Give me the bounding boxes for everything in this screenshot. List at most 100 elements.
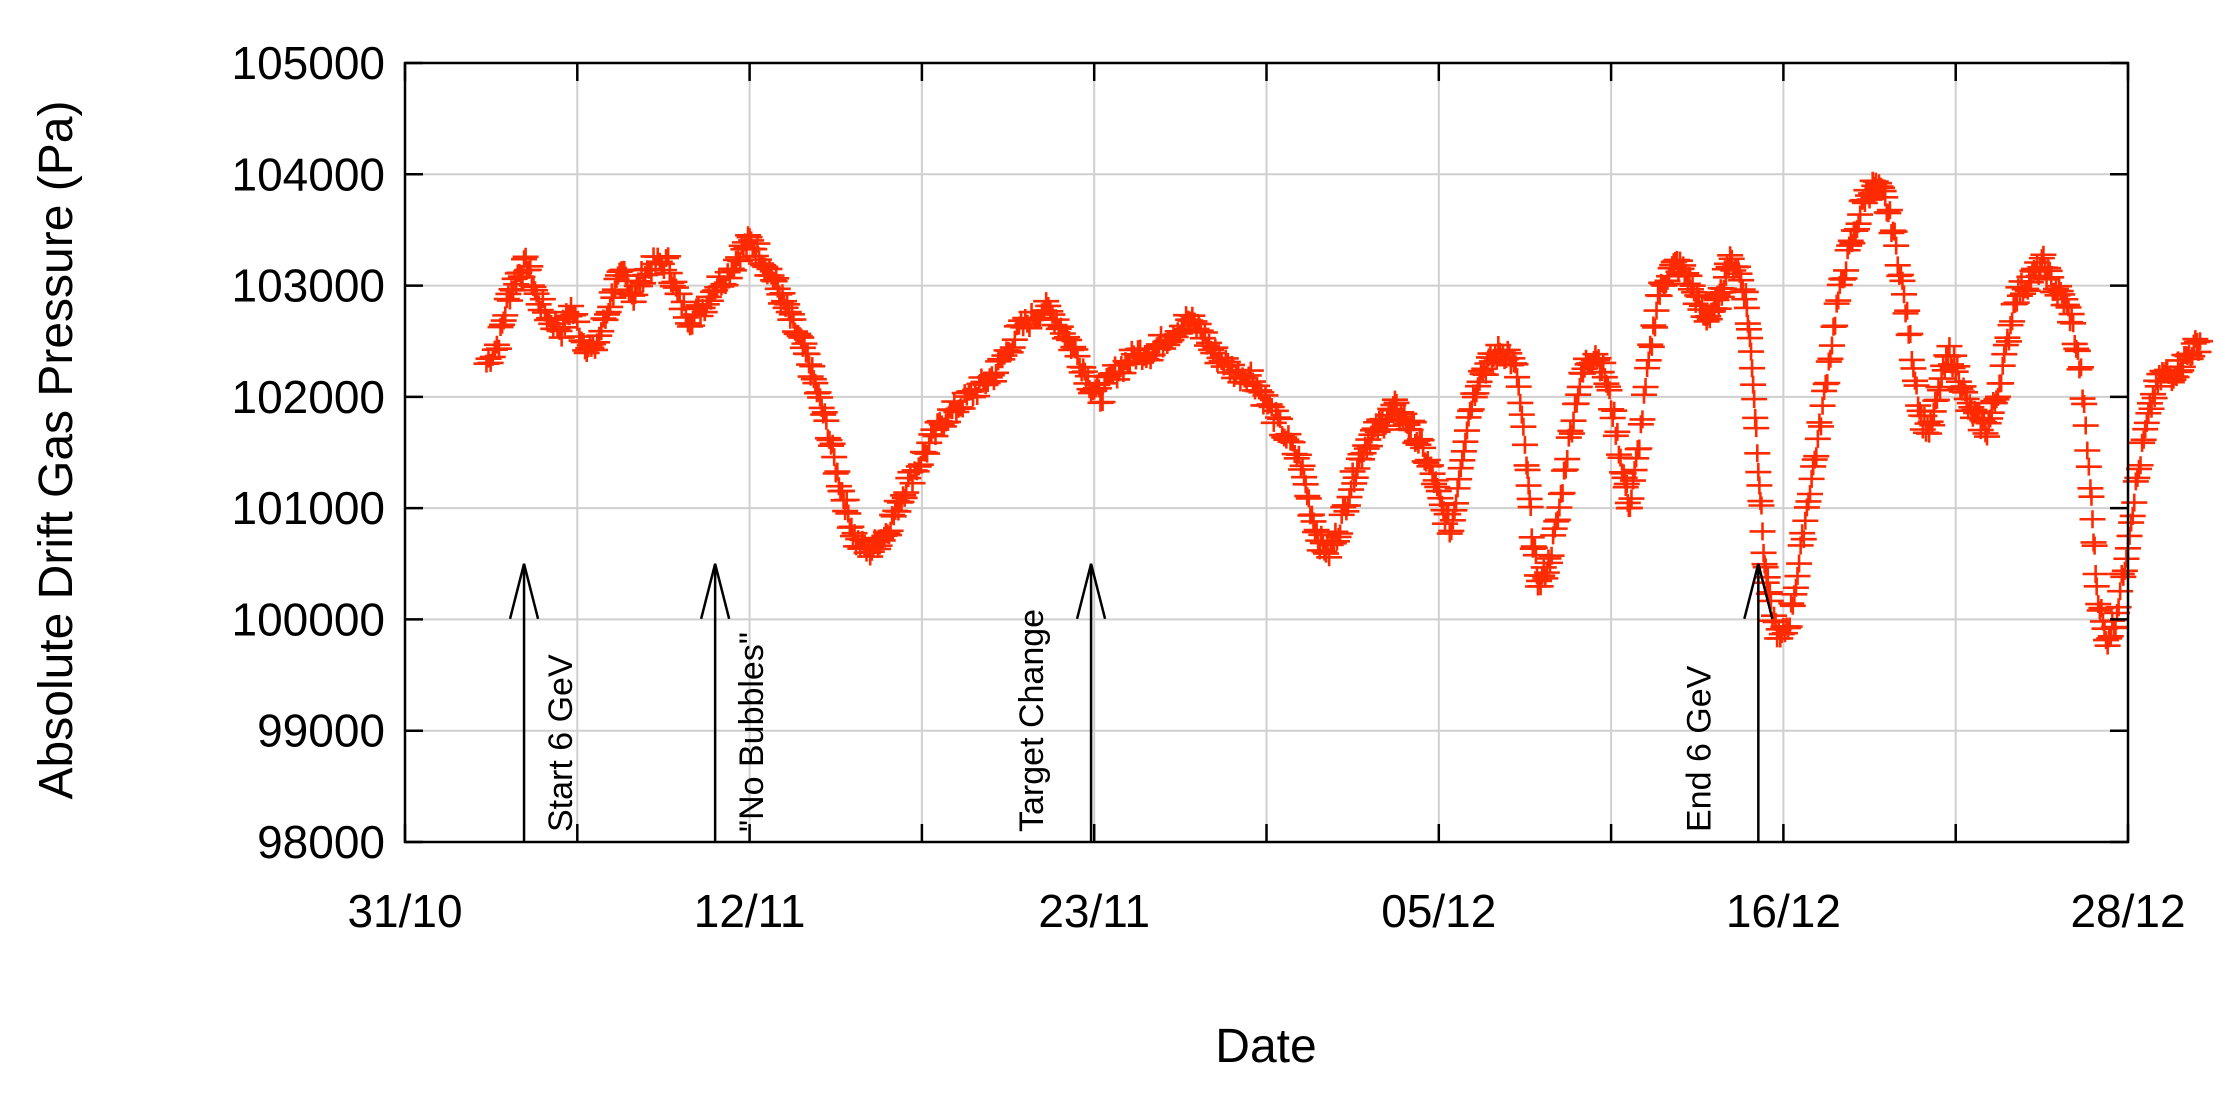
data-point — [1370, 420, 1397, 439]
x-tick-label: 16/12 — [1726, 885, 1841, 937]
data-point — [2125, 459, 2152, 478]
axis-ticks — [403, 61, 2130, 844]
data-point — [1775, 619, 1802, 638]
data-point — [1461, 388, 1488, 407]
data-point — [594, 305, 621, 324]
data-point — [1258, 397, 1285, 416]
data-point — [1353, 439, 1380, 458]
data-point — [1511, 435, 1538, 454]
data-point — [1438, 521, 1465, 540]
data-point — [914, 444, 941, 463]
data-point — [1865, 174, 1892, 193]
data-point — [1410, 438, 1437, 457]
data-point — [785, 324, 812, 343]
data-point — [1070, 358, 1097, 377]
data-point — [1925, 378, 1952, 397]
data-point — [1875, 204, 1902, 223]
data-point — [485, 339, 512, 358]
data-point — [805, 383, 832, 402]
data-point — [1815, 352, 1842, 371]
data-point — [2072, 416, 2099, 435]
data-point — [1995, 332, 2022, 351]
data-point — [582, 340, 609, 359]
data-point — [1275, 425, 1302, 444]
data-point — [799, 357, 826, 376]
data-point — [1681, 283, 1708, 302]
data-point — [1927, 381, 1954, 400]
data-point — [1784, 567, 1811, 586]
data-point — [1901, 371, 1928, 390]
data-point — [893, 483, 920, 502]
data-point — [1983, 390, 2010, 409]
data-point — [2081, 536, 2108, 555]
data-point — [1837, 231, 1864, 250]
data-point — [622, 285, 649, 304]
data-point — [1814, 374, 1841, 393]
data-point — [1557, 421, 1584, 440]
data-point — [1450, 442, 1477, 461]
data-point — [2111, 561, 2138, 580]
data-point — [1598, 400, 1625, 419]
data-point — [1801, 450, 1828, 469]
data-point — [512, 247, 539, 266]
data-point — [1325, 527, 1352, 546]
data-point — [1652, 275, 1679, 294]
data-point — [763, 269, 790, 288]
data-point — [1961, 400, 1988, 419]
data-point — [2122, 472, 2149, 491]
data-point — [769, 284, 796, 303]
data-point — [1505, 377, 1532, 396]
data-point — [1822, 316, 1849, 335]
data-point — [597, 297, 624, 316]
data-point — [1089, 392, 1116, 411]
data-point — [1446, 470, 1473, 489]
data-point — [2138, 399, 2165, 418]
data-point — [833, 490, 860, 509]
data-point — [1289, 456, 1316, 475]
data-point — [1897, 324, 1924, 343]
data-point — [1685, 287, 1712, 306]
data-point — [1920, 402, 1947, 421]
data-point — [791, 334, 818, 353]
data-point — [1300, 512, 1327, 531]
data-point — [1504, 368, 1531, 387]
data-point — [1544, 510, 1571, 529]
data-point — [2135, 404, 2162, 423]
data-point — [818, 436, 845, 455]
data-point — [1449, 451, 1476, 470]
data-point — [1917, 412, 1944, 431]
data-point — [1328, 505, 1355, 524]
y-tick-label: 104000 — [232, 148, 386, 200]
y-tick-label: 101000 — [232, 482, 386, 534]
data-point — [1327, 524, 1354, 543]
data-point — [2180, 334, 2207, 353]
data-point — [1676, 266, 1703, 285]
data-point — [1202, 338, 1229, 357]
data-point — [2047, 282, 2074, 301]
data-point — [1839, 234, 1866, 253]
data-point — [1881, 222, 1908, 241]
data-point — [1408, 431, 1435, 450]
data-point — [1001, 330, 1028, 349]
data-point — [1558, 424, 1585, 443]
data-point — [1436, 524, 1463, 543]
data-point — [1514, 460, 1541, 479]
data-point — [2116, 526, 2143, 545]
y-tick-label: 98000 — [257, 816, 385, 868]
data-point — [807, 388, 834, 407]
data-point — [1613, 474, 1640, 493]
data-point — [949, 399, 976, 418]
data-point — [2071, 394, 2098, 413]
data-point — [1634, 359, 1661, 378]
data-point — [2113, 549, 2140, 568]
data-point — [2097, 627, 2124, 646]
data-point — [515, 260, 542, 279]
data-point — [1342, 468, 1369, 487]
data-point — [1786, 554, 1813, 573]
data-point — [2028, 249, 2055, 268]
data-point — [529, 290, 556, 309]
data-point — [1181, 312, 1208, 331]
data-point — [1616, 498, 1643, 517]
data-point — [1757, 591, 1784, 610]
